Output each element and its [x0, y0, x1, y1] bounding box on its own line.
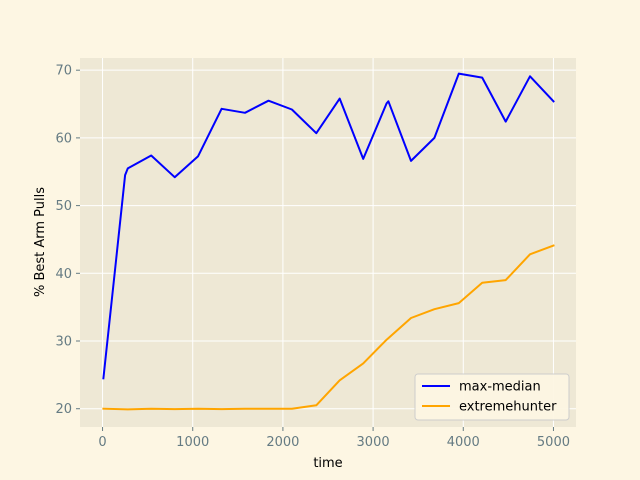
series-layer [102, 72, 555, 411]
y-tick-label: 70 [55, 64, 72, 79]
x-tick-label: 1000 [176, 435, 209, 450]
y-tick-label: 50 [55, 199, 72, 214]
x-tick-label: 2000 [266, 435, 299, 450]
y-tick-label: 30 [55, 335, 72, 350]
y-axis-label: % Best Arm Pulls [33, 187, 48, 297]
y-tick-label: 40 [55, 267, 72, 282]
x-tick-label: 5000 [537, 435, 570, 450]
x-tick-label: 4000 [447, 435, 480, 450]
legend-label-max-median: max-median [459, 380, 541, 395]
legend: max-median extremehunter [414, 373, 570, 421]
series-line-max-median [102, 72, 555, 380]
series-line-extremehunter [102, 244, 555, 411]
ticks: 0 1000 2000 3000 4000 5000 20 30 40 50 60 70 [55, 64, 570, 450]
x-tick-label: 3000 [357, 435, 390, 450]
y-tick-label: 20 [55, 402, 72, 417]
grid [80, 58, 576, 427]
legend-box [414, 373, 570, 421]
legend-label-extremehunter: extremehunter [459, 400, 557, 415]
x-axis-label: time [313, 456, 342, 471]
x-tick-label: 0 [98, 435, 106, 450]
plot-area [80, 58, 576, 427]
y-tick-label: 60 [55, 131, 72, 146]
